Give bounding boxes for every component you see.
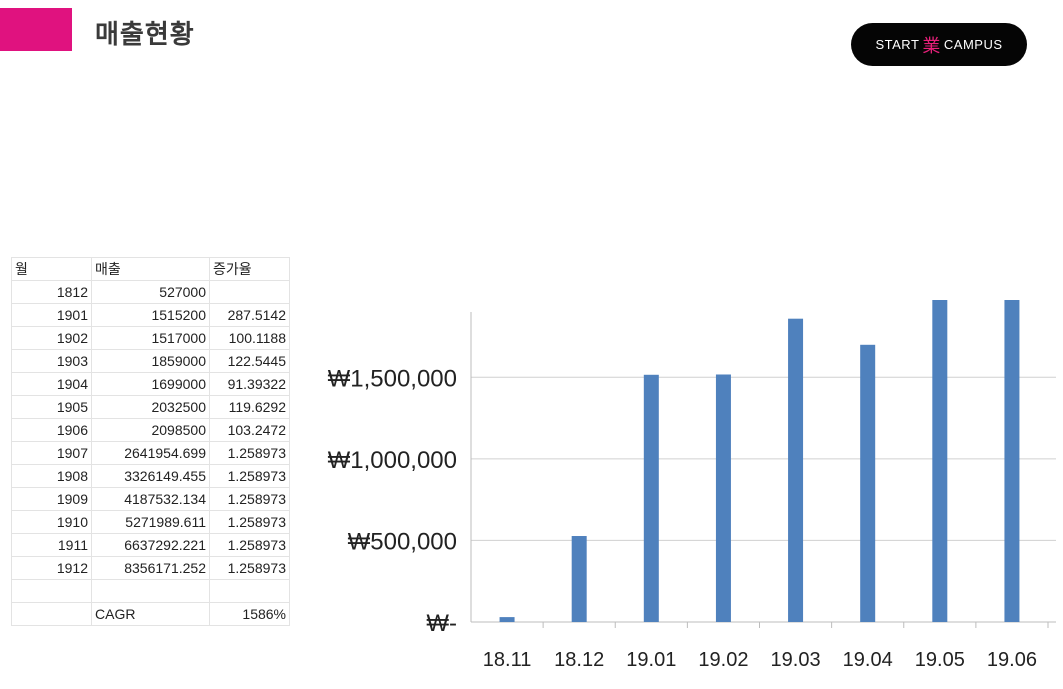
- cell-growth: 100.1188: [209, 326, 290, 350]
- cell-month: 1904: [11, 372, 92, 396]
- table-row: 1903 1859000 122.5445: [11, 349, 290, 373]
- column-header-growth: 증가율: [209, 257, 290, 281]
- cell-growth: 1.258973: [209, 464, 290, 488]
- cell-sales: CAGR: [91, 602, 210, 626]
- table-row: 1904 1699000 91.39322: [11, 372, 290, 396]
- table-row: 1907 2641954.699 1.258973: [11, 441, 290, 465]
- cell-growth: 122.5445: [209, 349, 290, 373]
- bar: [788, 318, 804, 622]
- sales-table: 월 매출 증가율 1812 527000 1901 1515200 287.5142 19…: [11, 257, 290, 626]
- cell-growth: 1586%: [209, 602, 290, 626]
- x-tick-label: 19.06: [987, 649, 1037, 671]
- cell-growth: [209, 280, 290, 304]
- cell-growth: 1.258973: [209, 556, 290, 580]
- x-tick-label: 18.11: [483, 649, 532, 671]
- cell-sales: 1517000: [91, 326, 210, 350]
- cell-growth: 287.5142: [209, 303, 290, 327]
- cell-sales: 1859000: [91, 349, 210, 373]
- table-row: CAGR 1586%: [11, 602, 290, 626]
- table-row: 1909 4187532.134 1.258973: [11, 487, 290, 511]
- cell-sales: 2032500: [91, 395, 210, 419]
- logo-text-right: CAMPUS: [943, 37, 1003, 52]
- cell-month: 1909: [11, 487, 92, 511]
- cell-growth: 1.258973: [209, 487, 290, 511]
- cell-month: 1901: [11, 303, 92, 327]
- cell-month: 1812: [11, 280, 92, 304]
- page-title: 매출현황: [95, 20, 195, 50]
- column-header-sales: 매출: [91, 257, 210, 281]
- table-row: 1901 1515200 287.5142: [11, 303, 290, 327]
- bar: [715, 374, 731, 622]
- cell-growth: 1.258973: [209, 510, 290, 534]
- logo-mark-icon: 業: [922, 35, 941, 56]
- cell-sales: 5271989.611: [91, 510, 210, 534]
- cell-month: 1912: [11, 556, 92, 580]
- cell-growth: 91.39322: [209, 372, 290, 396]
- accent-bar: [0, 8, 72, 51]
- x-tick-label: 19.01: [626, 649, 676, 671]
- cell-sales: 4187532.134: [91, 487, 210, 511]
- cell-growth: [209, 579, 290, 603]
- cell-sales: [91, 579, 210, 603]
- y-tick-label: ₩500,000: [348, 528, 457, 555]
- cell-growth: 1.258973: [209, 533, 290, 557]
- table-row: 1912 8356171.252 1.258973: [11, 556, 290, 580]
- table-row: 1906 2098500 103.2472: [11, 418, 290, 442]
- logo: START 業 CAMPUS: [851, 23, 1027, 66]
- table-row: 1910 5271989.611 1.258973: [11, 510, 290, 534]
- x-tick-label: 19.02: [698, 649, 748, 671]
- cell-sales: 1515200: [91, 303, 210, 327]
- cell-sales: 3326149.455: [91, 464, 210, 488]
- cell-sales: 6637292.221: [91, 533, 210, 557]
- table-row: 1902 1517000 100.1188: [11, 326, 290, 350]
- table-row: [11, 579, 290, 603]
- table-header-row: 월 매출 증가율: [11, 257, 290, 281]
- bar: [571, 536, 587, 622]
- cell-month: 1906: [11, 418, 92, 442]
- cell-month: 1911: [11, 533, 92, 557]
- cell-sales: 2098500: [91, 418, 210, 442]
- y-tick-label: ₩1,000,000: [328, 447, 457, 474]
- table-row: 1911 6637292.221 1.258973: [11, 533, 290, 557]
- cell-sales: 2641954.699: [91, 441, 210, 465]
- sales-bar-chart: ₩- ₩500,000 ₩1,000,000 ₩1,500,000 18.11 18.12…: [328, 300, 1056, 671]
- bar: [932, 300, 948, 622]
- cell-month: 1910: [11, 510, 92, 534]
- cell-sales: 527000: [91, 280, 210, 304]
- cell-sales: 1699000: [91, 372, 210, 396]
- cell-month: [11, 579, 92, 603]
- logo-text-left: START: [875, 37, 920, 52]
- y-tick-label: ₩-: [426, 610, 457, 637]
- cell-sales: 8356171.252: [91, 556, 210, 580]
- cell-growth: 1.258973: [209, 441, 290, 465]
- x-tick-label: 18.12: [554, 649, 604, 671]
- cell-month: 1908: [11, 464, 92, 488]
- x-tick-label: 19.05: [915, 649, 965, 671]
- y-tick-label: ₩1,500,000: [328, 365, 457, 392]
- bar: [860, 344, 876, 622]
- cell-month: 1907: [11, 441, 92, 465]
- bar: [499, 617, 515, 622]
- column-header-month: 월: [11, 257, 92, 281]
- bar: [1004, 300, 1020, 622]
- cell-month: [11, 602, 92, 626]
- cell-growth: 119.6292: [209, 395, 290, 419]
- table-row: 1905 2032500 119.6292: [11, 395, 290, 419]
- cell-month: 1902: [11, 326, 92, 350]
- table-row: 1812 527000: [11, 280, 290, 304]
- cell-month: 1903: [11, 349, 92, 373]
- bar: [643, 374, 659, 622]
- table-row: 1908 3326149.455 1.258973: [11, 464, 290, 488]
- cell-month: 1905: [11, 395, 92, 419]
- cell-growth: 103.2472: [209, 418, 290, 442]
- x-tick-label: 19.03: [771, 649, 821, 671]
- x-tick-label: 19.04: [843, 649, 893, 671]
